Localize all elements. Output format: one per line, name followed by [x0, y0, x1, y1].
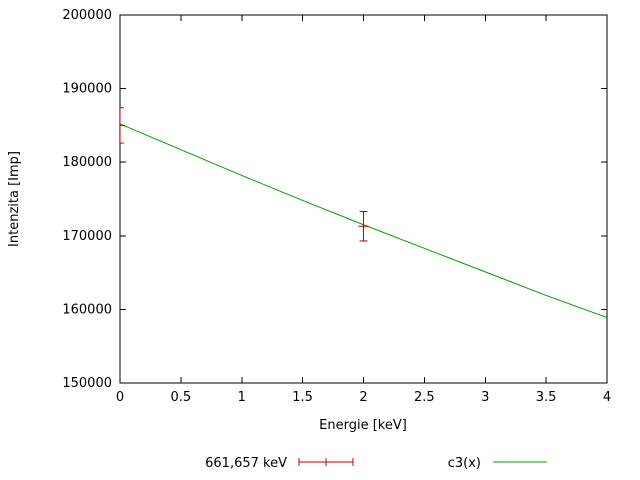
legend-label-fit: c3(x)	[448, 456, 481, 471]
plot-border	[119, 14, 608, 384]
x-tick-label: 0.5	[171, 390, 192, 405]
x-tick-label: 2.5	[414, 390, 435, 405]
x-tick-label: 1.5	[292, 390, 313, 405]
y-tick-label: 160000	[62, 302, 112, 317]
x-tick-label: 1	[238, 390, 246, 405]
axes: 0 0.5 1 1.5 2 2.5 3 3.5 4 150000 160000 170000 18000…	[62, 8, 611, 405]
x-tick-label: 4	[603, 390, 611, 405]
y-axis-label: Intenzita [Imp]	[7, 151, 22, 247]
x-tick-label: 3	[481, 390, 489, 405]
legend-errorbar-sample-icon	[298, 458, 354, 466]
series-layer	[120, 107, 607, 318]
y-tick-label: 190000	[62, 82, 112, 97]
legend: 661,657 keV c3(x)	[205, 456, 547, 471]
y-tick-label: 170000	[62, 229, 112, 244]
legend-label-measurement: 661,657 keV	[205, 456, 287, 471]
x-tick-label: 0	[116, 390, 124, 405]
x-axis-label: Energie [keV]	[319, 418, 407, 433]
y-tick-label: 150000	[62, 376, 112, 391]
y-tick-label: 180000	[62, 155, 112, 170]
x-tick-label: 3.5	[536, 390, 557, 405]
y-tick-label: 200000	[62, 8, 112, 23]
x-tick-label: 2	[359, 390, 367, 405]
